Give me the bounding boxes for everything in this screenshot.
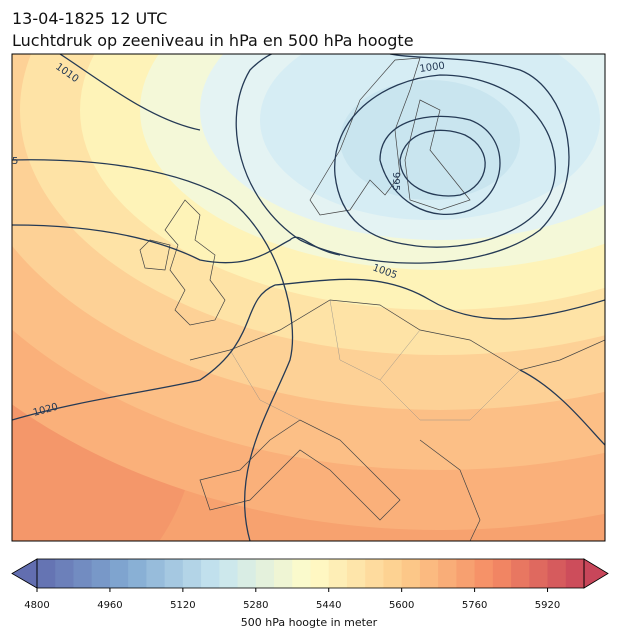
colorbar-segment xyxy=(511,559,530,588)
colorbar-segment xyxy=(201,559,220,588)
colorbar-label: 500 hPa hoogte in meter xyxy=(241,616,378,629)
colorbar-segment xyxy=(456,559,476,588)
tick-label: 5440 xyxy=(316,600,341,611)
colorbar-segment xyxy=(346,559,366,588)
colorbar-segment xyxy=(91,559,111,588)
colorbar-extend-high xyxy=(583,558,609,589)
colorbar-segment xyxy=(492,559,512,588)
colorbar-segment xyxy=(128,559,147,588)
map xyxy=(12,54,605,541)
colorbar-segment xyxy=(328,559,348,588)
tick-label: 5760 xyxy=(462,600,487,611)
colorbar-segment xyxy=(73,559,93,588)
tick-label: 4800 xyxy=(24,600,49,611)
tick-label: 5920 xyxy=(535,600,560,611)
colorbar-segment xyxy=(109,559,129,588)
tick-label: 5120 xyxy=(170,600,195,611)
title: 13-04-1825 12 UTC xyxy=(12,9,167,28)
map-frame xyxy=(11,53,606,542)
colorbar-segment xyxy=(274,559,293,588)
colorbar-segment xyxy=(565,559,585,588)
colorbar-segment xyxy=(182,559,202,588)
subtitle: Luchtdruk op zeeniveau in hPa en 500 hPa… xyxy=(12,31,414,50)
colorbar-segment xyxy=(255,559,275,588)
colorbar-segment xyxy=(310,559,330,588)
colorbar-extend-low xyxy=(11,558,38,589)
colorbar-segment xyxy=(164,559,184,588)
tick-label: 5600 xyxy=(389,600,414,611)
contour-label: 1000 xyxy=(419,61,446,75)
colorbar-frame xyxy=(36,558,585,589)
tick-label: 5280 xyxy=(243,600,268,611)
colorbar: 4800 4960 5120 5280 5440 5600 5760 5920 xyxy=(11,558,609,611)
colorbar-segment xyxy=(146,559,166,588)
colorbar-segment xyxy=(55,559,74,588)
colorbar-segment xyxy=(383,559,403,588)
colorbar-segment xyxy=(219,559,239,588)
colorbar-segment xyxy=(37,559,56,588)
colorbar-segment xyxy=(419,559,439,588)
colorbar-segment xyxy=(438,559,457,588)
contour-label: 995 xyxy=(390,172,401,191)
colorbar-segment xyxy=(365,559,384,588)
colorbar-segment xyxy=(237,559,257,588)
contour-label: 5 xyxy=(12,156,18,167)
colorbar-segment xyxy=(401,559,421,588)
colorbar-segment xyxy=(474,559,494,588)
colorbar-segment xyxy=(292,559,311,588)
tick-label: 4960 xyxy=(97,600,122,611)
colorbar-segment xyxy=(529,559,549,588)
colorbar-segment xyxy=(547,559,567,588)
